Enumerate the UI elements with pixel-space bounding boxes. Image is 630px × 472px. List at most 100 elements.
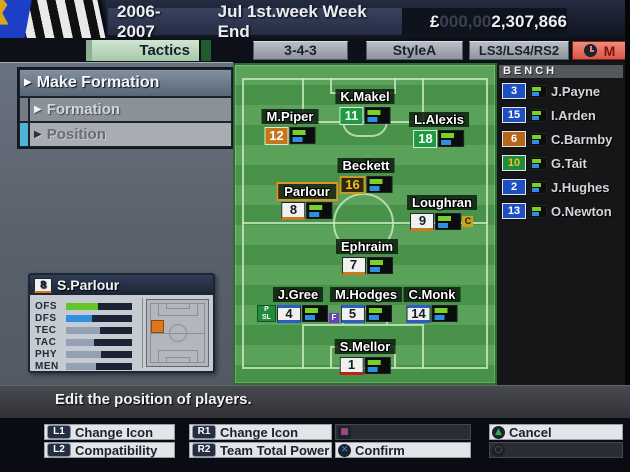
stat-bar-track xyxy=(66,362,132,370)
control-triangle[interactable]: ▲ Cancel xyxy=(489,424,623,440)
control-r1[interactable]: R1 Change Icon xyxy=(189,424,332,440)
detail-player-name: S.Parlour xyxy=(57,277,120,293)
stat-row-men: MEN xyxy=(35,360,140,372)
condition-icon xyxy=(306,202,333,219)
tab-tactics[interactable]: Tactics xyxy=(86,40,199,61)
controls-bar: L1 Change Icon R1 Change Icon ■ ▲ Cancel L2 Comp… xyxy=(0,418,630,472)
player-name-label: K.Makel xyxy=(335,89,395,104)
control-circle[interactable]: ○ xyxy=(489,442,623,458)
control-r2[interactable]: R2 Team Total Power xyxy=(189,442,332,458)
bench-player-name: J.Hughes xyxy=(551,179,610,195)
condition-bar-green xyxy=(438,216,452,221)
condition-icon xyxy=(530,156,547,170)
pitch-player-mpiper[interactable]: M.Piper 12 xyxy=(261,108,319,145)
set-pieces-button[interactable]: LS3/LS4/RS2 xyxy=(469,41,569,60)
psl-skill-icon: P SL xyxy=(257,305,276,322)
arrow-right-icon: ▶ xyxy=(34,128,42,140)
condition-bar-green xyxy=(367,360,381,365)
player-info-row: 7 xyxy=(336,257,398,275)
condition-icon xyxy=(366,257,393,274)
bench-player-onewton[interactable]: 13 O.Newton xyxy=(497,199,625,223)
cross-button-icon: ✕ xyxy=(338,443,351,457)
player-detail-panel: 8 S.Parlour OFS DFS TEC TAC PHY MEN xyxy=(28,273,215,373)
week-label: Jul 1st.week Week End xyxy=(217,1,367,41)
player-name-label: S.Mellor xyxy=(334,339,396,354)
condition-icon xyxy=(530,84,547,98)
condition-icon xyxy=(366,176,393,193)
player-name-label: Beckett xyxy=(337,158,395,173)
shirt-number: 14 xyxy=(406,305,431,323)
condition-bar-green xyxy=(309,205,323,210)
control-label: Team Total Power xyxy=(220,442,330,458)
money-faded-zeros: 000,00 xyxy=(439,11,492,31)
pitch-player-cmonk[interactable]: C.Monk 14 xyxy=(403,286,461,323)
control-label: Compatibility xyxy=(75,442,158,458)
player-info-row: 18 xyxy=(409,130,469,148)
shirt-number: 4 xyxy=(277,305,301,323)
pitch-player-parlour[interactable]: Parlour 8 xyxy=(276,182,338,220)
square-button-icon: ■ xyxy=(338,425,351,439)
condition-icon xyxy=(435,213,462,230)
bench-player-cbarmby[interactable]: 6 C.Barmby xyxy=(497,127,625,151)
pitch-player-beckett[interactable]: Beckett 16 xyxy=(337,157,395,194)
control-l2[interactable]: L2 Compatibility xyxy=(44,442,175,458)
condition-bar-green xyxy=(532,158,541,163)
bench-list: 3 J.Payne 15 I.Arden 6 C.Barmby 10 G.Tait 2 J.Hug… xyxy=(497,79,625,223)
style-button[interactable]: StyleA xyxy=(366,41,463,60)
stat-bar-fill xyxy=(66,314,93,322)
condition-bar-blue xyxy=(434,315,445,320)
pitch-player-loughran[interactable]: Loughran 9 C xyxy=(407,194,477,231)
player-name-label: M.Hodges xyxy=(329,287,403,302)
player-info-row: 11 xyxy=(335,107,394,125)
arrow-right-icon: ▶ xyxy=(34,103,42,115)
menu-header: ▶ Make Formation xyxy=(20,70,231,96)
condition-icon xyxy=(530,108,547,122)
menu-item-label: Formation xyxy=(46,101,121,118)
shirt-number: 6 xyxy=(502,131,526,147)
position-marker[interactable] xyxy=(151,320,164,333)
left-panel: ▶ Make Formation ▶ Formation ▶ Position 8 S… xyxy=(0,62,234,385)
menu-item-position[interactable]: ▶ Position xyxy=(20,123,231,146)
control-cross[interactable]: ✕ Confirm xyxy=(335,442,471,458)
condition-icon xyxy=(431,305,458,322)
stat-label: DFS xyxy=(35,312,57,324)
pitch-player-lalexis[interactable]: L.Alexis 18 xyxy=(409,111,469,148)
shirt-number: 8 xyxy=(281,202,306,220)
player-name-label: Loughran xyxy=(407,195,477,210)
condition-bar-green xyxy=(532,134,541,139)
condition-bar-blue xyxy=(532,139,539,144)
pitch-player-kmakel[interactable]: K.Makel 11 xyxy=(335,88,395,125)
condition-bar-green xyxy=(434,308,448,313)
formation-button[interactable]: 3-4-3 xyxy=(253,41,348,60)
minimap-goalbox-top xyxy=(165,303,190,309)
message-bar: Edit the position of players. xyxy=(0,385,630,418)
shirt-number: 13 xyxy=(502,203,526,219)
bench-player-gtait[interactable]: 10 G.Tait xyxy=(497,151,625,175)
condition-bar-blue xyxy=(532,163,539,168)
pitch-player-smellor[interactable]: S.Mellor 1 xyxy=(334,338,396,375)
pitch-player-mhodges[interactable]: M.Hodges 5 xyxy=(329,286,403,323)
form-badge: F xyxy=(329,313,339,323)
control-l1[interactable]: L1 Change Icon xyxy=(44,424,175,440)
bench-player-iarden[interactable]: 15 I.Arden xyxy=(497,103,625,127)
pitch-player-ephraim[interactable]: Ephraim 7 xyxy=(335,238,399,275)
stat-bar-fill xyxy=(66,326,101,334)
date-band: 2006-2007 Jul 1st.week Week End xyxy=(108,2,402,41)
player-detail-header: 8 S.Parlour xyxy=(30,275,213,295)
player-name-label: J.Gree xyxy=(272,287,324,302)
player-info-row: 14 xyxy=(404,305,461,323)
player-info-row: 12 xyxy=(262,127,319,145)
shirt-number: 12 xyxy=(264,127,289,145)
stat-bar-fill xyxy=(66,350,101,358)
bench-player-jhughes[interactable]: 2 J.Hughes xyxy=(497,175,625,199)
match-time-button[interactable]: M xyxy=(572,41,627,60)
condition-icon xyxy=(530,132,547,146)
condition-bar-green xyxy=(441,133,455,138)
stat-label: OFS xyxy=(35,300,58,312)
bench-player-jpayne[interactable]: 3 J.Payne xyxy=(497,79,625,103)
condition-icon xyxy=(364,357,391,374)
pitch-player-jgree[interactable]: J.Gree P SL 4 F xyxy=(257,286,339,323)
menu-item-formation[interactable]: ▶ Formation xyxy=(20,98,231,121)
control-square[interactable]: ■ xyxy=(335,424,471,440)
bench-player-name: J.Payne xyxy=(551,83,601,99)
